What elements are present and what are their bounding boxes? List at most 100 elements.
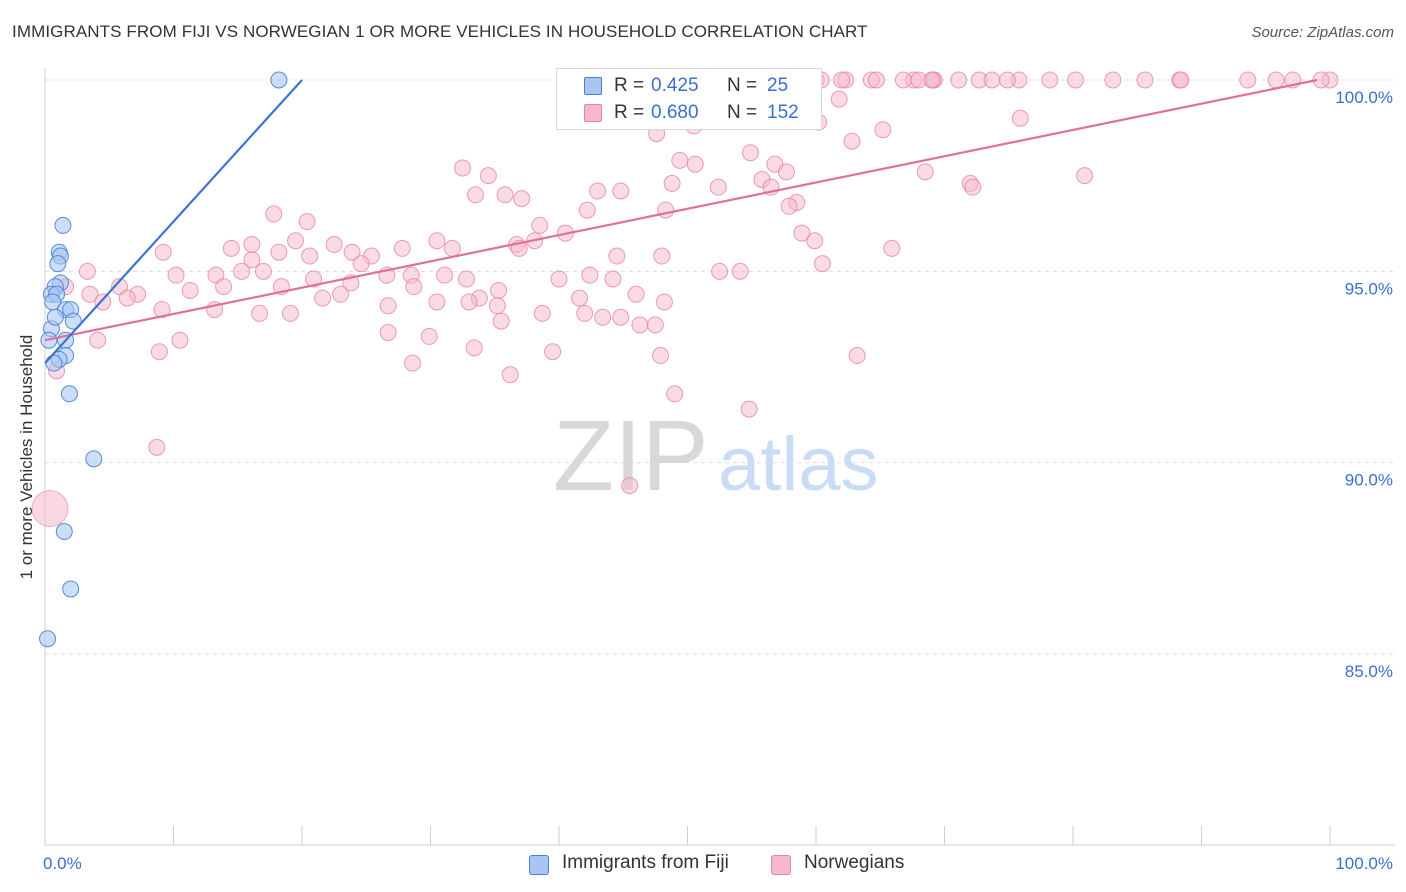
norwegians-point xyxy=(1136,71,1154,89)
norwegians-point xyxy=(777,163,795,181)
norwegians-point xyxy=(964,178,982,196)
norwegians-point xyxy=(883,239,901,257)
fiji-point xyxy=(49,255,67,273)
norwegians-point xyxy=(379,324,397,342)
norwegians-point xyxy=(287,232,305,250)
norwegians-point xyxy=(379,297,397,315)
norwegians-point xyxy=(513,190,531,208)
norwegians-point xyxy=(457,270,475,288)
norwegians-swatch xyxy=(584,104,602,122)
norwegians-point xyxy=(428,293,446,311)
norwegians-point xyxy=(298,213,316,231)
norwegians-point xyxy=(621,477,639,495)
watermark-zip: ZIP xyxy=(553,400,709,512)
norwegians-point xyxy=(663,174,681,192)
norwegians-point xyxy=(78,262,96,280)
norwegians-point xyxy=(581,266,599,284)
fiji-point xyxy=(85,450,103,468)
fiji-point xyxy=(55,523,73,541)
fiji-legend-label: Immigrants from Fiji xyxy=(562,852,729,873)
norwegians-point xyxy=(1239,71,1257,89)
norwegians-point xyxy=(830,90,848,108)
norwegians-point xyxy=(533,304,551,322)
norwegians-point xyxy=(833,71,851,89)
x-tick-label: 0.0% xyxy=(43,854,82,873)
norwegians-point xyxy=(843,132,861,150)
norwegians-point xyxy=(270,243,288,261)
norwegians-point xyxy=(325,236,343,254)
norwegians-point xyxy=(490,281,508,299)
norwegians-point xyxy=(589,182,607,200)
stats-row-norwegians: R = 0.680 N = 152 xyxy=(557,100,821,126)
y-axis-label: 1 or more Vehicles in Household xyxy=(17,335,36,580)
norwegians-point xyxy=(652,347,670,365)
norwegians-point xyxy=(916,163,934,181)
norwegians-point xyxy=(243,251,261,269)
norwegians-point xyxy=(181,281,199,299)
chart-source: Source: ZipAtlas.com xyxy=(1251,24,1394,41)
fiji-r-value: 0.425 xyxy=(651,75,699,96)
norwegians-point xyxy=(153,301,171,319)
fiji-n-value: 25 xyxy=(767,75,789,96)
norwegians-point xyxy=(1267,71,1285,89)
norwegians-point xyxy=(251,304,269,322)
axes xyxy=(44,68,1395,846)
norwegians-point xyxy=(731,262,749,280)
norwegians-point xyxy=(950,71,968,89)
y-tick-label: 100.0% xyxy=(1335,88,1393,107)
fiji-point xyxy=(60,385,78,403)
norwegians-point xyxy=(243,236,261,254)
norwegians-point xyxy=(454,159,472,177)
norwegians-point xyxy=(550,270,568,288)
norwegians-trend-line xyxy=(44,78,1318,342)
fiji-legend-swatch xyxy=(529,855,549,875)
norwegians-point xyxy=(1067,71,1085,89)
fiji-point xyxy=(64,312,82,330)
norwegians-point xyxy=(686,155,704,173)
norwegians-point xyxy=(653,247,671,265)
norwegians-point xyxy=(222,239,240,257)
norwegians-point xyxy=(1041,71,1059,89)
norwegians-r-label: R = xyxy=(614,102,645,123)
norwegians-point xyxy=(1172,71,1190,89)
norwegians-point xyxy=(608,247,626,265)
norwegians-point xyxy=(301,247,319,265)
norwegians-point xyxy=(332,285,350,303)
norwegians-point xyxy=(405,278,423,296)
y-tick-label: 90.0% xyxy=(1345,471,1393,490)
norwegians-point xyxy=(404,354,422,372)
norwegians-point xyxy=(813,255,831,273)
axis-labels: 100.0% 95.0% 90.0% 85.0% 0.0% 100.0% xyxy=(43,88,1393,873)
stats-legend: R = 0.425 N = 25 R = 0.680 N = 152 xyxy=(556,68,822,130)
norwegians-point xyxy=(594,308,612,326)
norwegians-point xyxy=(604,270,622,288)
norwegians-point xyxy=(709,178,727,196)
norwegians-point xyxy=(118,289,136,307)
norwegians-point xyxy=(265,205,283,223)
norwegians-point xyxy=(428,232,446,250)
fiji-point xyxy=(270,71,288,89)
norwegians-point xyxy=(466,186,484,204)
norwegians-point xyxy=(89,331,107,349)
norwegians-point xyxy=(420,327,438,345)
fiji-trend-line xyxy=(44,79,303,364)
norwegians-point xyxy=(657,201,675,219)
norwegians-point xyxy=(171,331,189,349)
norwegians-point xyxy=(154,243,172,261)
norwegians-n-value: 152 xyxy=(767,102,799,123)
norwegians-point xyxy=(81,285,99,303)
norwegians-point xyxy=(393,239,411,257)
watermark: ZIP atlas xyxy=(553,400,879,512)
norwegians-point xyxy=(894,71,912,89)
norwegians-point xyxy=(1011,109,1029,127)
norwegians-point xyxy=(578,201,596,219)
norwegians-point xyxy=(576,304,594,322)
norwegians-point-large xyxy=(31,490,69,528)
norwegians-point xyxy=(305,270,323,288)
trend-lines xyxy=(44,78,1318,364)
norwegians-point xyxy=(94,293,112,311)
norwegians-point xyxy=(627,285,645,303)
norwegians-point xyxy=(612,308,630,326)
fiji-point xyxy=(45,354,63,372)
norwegians-legend-label: Norwegians xyxy=(804,852,905,873)
